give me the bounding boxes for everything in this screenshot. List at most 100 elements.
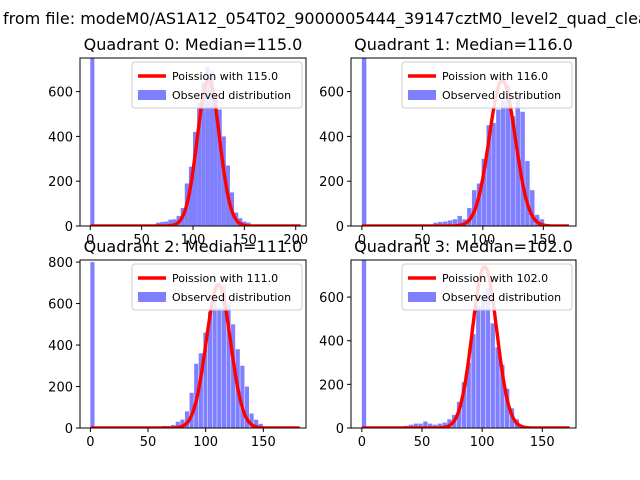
x-tick-label: 0 bbox=[86, 233, 94, 248]
histogram-bar bbox=[490, 323, 495, 428]
panel-title: Quadrant 0: Median=115.0 bbox=[84, 35, 303, 54]
histogram-bar bbox=[207, 311, 213, 428]
x-tick-label: 100 bbox=[181, 233, 206, 248]
histogram-bar bbox=[437, 423, 442, 428]
histogram-bar bbox=[361, 58, 367, 226]
axes-frame bbox=[350, 259, 577, 429]
histogram-bar bbox=[505, 84, 511, 226]
legend-observed-label: Observed distribution bbox=[172, 291, 291, 304]
legend-box bbox=[401, 263, 573, 311]
histogram-bar bbox=[90, 58, 95, 226]
histogram-bar bbox=[496, 109, 501, 226]
x-tick-label: 150 bbox=[251, 435, 276, 450]
x-tick-label: 50 bbox=[414, 435, 431, 450]
legend-poisson-label: Poission with 116.0 bbox=[442, 70, 548, 83]
histogram-bar bbox=[212, 299, 217, 428]
legend-bar-swatch bbox=[138, 292, 166, 302]
histogram-bar bbox=[486, 125, 491, 226]
y-tick-label: 200 bbox=[319, 175, 344, 190]
histogram-bar bbox=[90, 262, 95, 428]
legend: Poission with 102.0 Observed distribution bbox=[401, 263, 573, 311]
histogram-bar bbox=[530, 190, 535, 226]
histogram-bar bbox=[217, 307, 222, 428]
y-tick-label: 0 bbox=[65, 220, 73, 235]
y-tick-label: 400 bbox=[48, 130, 73, 145]
histogram-bar bbox=[217, 109, 222, 226]
histogram-bar bbox=[485, 288, 491, 428]
legend-observed-label: Observed distribution bbox=[442, 291, 561, 304]
x-tick-label: 0 bbox=[358, 435, 366, 450]
panel-title: Quadrant 2: Median=111.0 bbox=[84, 237, 303, 256]
histogram-bar bbox=[520, 111, 525, 226]
x-tick-label: 50 bbox=[414, 233, 431, 248]
histogram-bar bbox=[244, 386, 250, 428]
poisson-curve bbox=[361, 265, 571, 428]
y-tick-label: 200 bbox=[319, 378, 344, 393]
histogram-bar bbox=[476, 305, 481, 428]
y-tick-label: 0 bbox=[336, 220, 344, 235]
x-tick-label: 100 bbox=[193, 435, 218, 450]
histogram-bar bbox=[184, 411, 190, 428]
y-tick-label: 600 bbox=[319, 86, 344, 101]
panel-3: 0 50 100 150 0 200 400 600 Quadrant 3: Median=10… bbox=[319, 237, 577, 450]
histogram-bar bbox=[240, 365, 245, 428]
axes-frame bbox=[350, 57, 577, 227]
histogram-bar bbox=[510, 116, 516, 226]
figure-suptitle: Plots from file: modeM0/AS1A12_054T02_90… bbox=[0, 9, 640, 29]
histogram-bar bbox=[258, 423, 263, 428]
histogram-bar bbox=[480, 297, 486, 428]
legend-box bbox=[131, 263, 303, 311]
legend-poisson-label: Poission with 111.0 bbox=[172, 272, 278, 285]
histogram-bar bbox=[188, 166, 193, 226]
panel-title: Quadrant 1: Median=116.0 bbox=[354, 35, 573, 54]
histogram-bar bbox=[481, 158, 487, 226]
y-tick-label: 400 bbox=[48, 339, 73, 354]
x-tick-label: 0 bbox=[86, 435, 94, 450]
histogram-bar bbox=[505, 388, 510, 428]
histogram-bar bbox=[501, 100, 506, 226]
histogram-bar bbox=[500, 364, 505, 428]
histogram-bar bbox=[525, 161, 530, 226]
y-tick-label: 600 bbox=[48, 298, 73, 313]
histogram-bar bbox=[491, 122, 496, 226]
panel-1: 0 50 100 150 0 200 400 600 Quadrant 1: Median=11… bbox=[319, 35, 577, 248]
legend-poisson-label: Poission with 102.0 bbox=[442, 272, 548, 285]
histogram-bar bbox=[197, 102, 202, 226]
y-tick-label: 600 bbox=[319, 291, 344, 306]
histogram-bar bbox=[539, 219, 545, 226]
histogram-bar bbox=[457, 215, 462, 226]
x-tick-label: 100 bbox=[470, 233, 495, 248]
histogram-bar bbox=[205, 66, 210, 226]
panel-title: Quadrant 3: Median=102.0 bbox=[354, 237, 573, 256]
legend-box bbox=[131, 61, 303, 109]
panels-group: 0 50 100 150 200 0 200 400 600 Quadrant 0: Median… bbox=[48, 35, 577, 450]
y-tick-label: 0 bbox=[65, 422, 73, 437]
axes-frame bbox=[79, 259, 307, 429]
histogram-bar bbox=[160, 221, 165, 226]
x-tick-label: 50 bbox=[140, 435, 157, 450]
histogram-bar bbox=[231, 324, 236, 428]
histogram-bar bbox=[361, 260, 367, 428]
legend: Poission with 115.0 Observed distribution bbox=[131, 61, 303, 109]
histogram-bar bbox=[189, 392, 194, 428]
histogram-bar bbox=[198, 353, 203, 428]
histogram-bar bbox=[203, 332, 208, 428]
histogram-bar bbox=[175, 421, 180, 428]
poisson-curve bbox=[361, 78, 570, 226]
histogram-bar bbox=[221, 284, 226, 428]
histogram-bar bbox=[226, 303, 231, 428]
legend-bar-swatch bbox=[138, 90, 166, 100]
histogram-bar bbox=[476, 183, 482, 226]
histogram-bar bbox=[249, 413, 254, 428]
x-tick-label: 100 bbox=[470, 435, 495, 450]
y-tick-label: 400 bbox=[319, 335, 344, 350]
histogram-bar bbox=[467, 208, 472, 226]
panel-0: 0 50 100 150 200 0 200 400 600 Quadrant 0: Median… bbox=[48, 35, 308, 248]
legend: Poission with 116.0 Observed distribution bbox=[401, 61, 573, 109]
x-tick-label: 0 bbox=[358, 233, 366, 248]
legend-observed-label: Observed distribution bbox=[172, 89, 291, 102]
legend-observed-label: Observed distribution bbox=[442, 89, 561, 102]
histogram-bar bbox=[213, 96, 218, 226]
y-tick-label: 200 bbox=[48, 175, 73, 190]
histogram-bar bbox=[438, 221, 443, 226]
